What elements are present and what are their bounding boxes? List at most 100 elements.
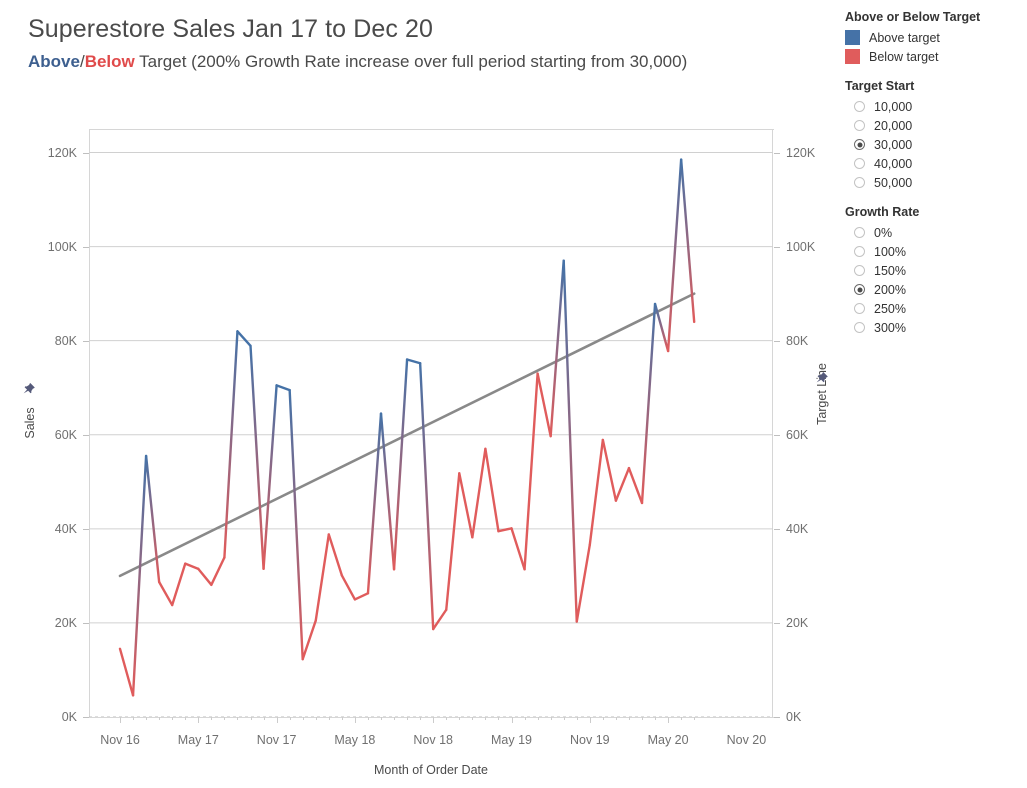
target-start-option-10000[interactable]: 10,000 — [845, 97, 1021, 116]
growth-rate-option-300[interactable]: 300% — [845, 318, 1021, 337]
radio-button-icon[interactable] — [854, 265, 865, 276]
y-axis-right-tickmark — [774, 434, 780, 436]
radio-button-icon[interactable] — [854, 246, 865, 257]
y-axis-left-label: Sales — [23, 407, 37, 439]
x-axis-tick-label: May 17 — [177, 733, 219, 747]
x-axis-tick-label: Nov 18 — [413, 733, 453, 747]
x-axis-tickmark — [550, 717, 552, 720]
x-axis-tickmark — [185, 717, 187, 720]
radio-option-label: 0% — [874, 225, 893, 240]
sales-line-segment — [445, 472, 461, 611]
y-axis-right-tick: 40K — [786, 521, 809, 536]
legend-item-above-target[interactable]: Above target — [845, 28, 1021, 47]
growth-rate-option-150[interactable]: 150% — [845, 261, 1021, 280]
growth-rate-block: Growth Rate 0% 100% 150% 200% 250% 300% — [845, 205, 1021, 337]
radio-option-label: 10,000 — [874, 99, 913, 114]
growth-rate-option-200[interactable]: 200% — [845, 280, 1021, 299]
x-axis-tickmark — [263, 717, 265, 720]
sales-line-segment — [353, 592, 370, 601]
y-axis-right-tickmark — [774, 340, 780, 342]
y-axis-left-tickmark — [83, 528, 89, 530]
x-axis-tick-label: Nov 20 — [726, 733, 767, 747]
plot-area — [89, 129, 773, 717]
sales-line-segment — [614, 466, 631, 502]
y-axis-right-tickmark — [774, 152, 780, 154]
x-axis-tickmark — [315, 717, 317, 720]
sales-line-segment — [653, 302, 670, 353]
radio-option-label: 200% — [874, 282, 906, 297]
sales-line-segment — [288, 388, 304, 661]
x-axis-tickmark — [446, 717, 448, 720]
radio-button-icon[interactable] — [854, 158, 865, 169]
x-axis-tickmark — [589, 717, 591, 723]
x-axis-tickmark — [224, 717, 226, 720]
target-start-option-40000[interactable]: 40,000 — [845, 154, 1021, 173]
x-axis-tickmark — [276, 717, 278, 723]
y-axis-left-title: Sales — [23, 407, 37, 438]
sales-line-segment — [262, 384, 278, 571]
legend-item-label: Below target — [869, 49, 939, 64]
sales-line-segment — [144, 454, 161, 584]
radio-button-icon[interactable] — [854, 101, 865, 112]
title-block: Superestore Sales Jan 17 to Dec 20 Above… — [28, 14, 818, 74]
radio-button-icon[interactable] — [854, 227, 865, 238]
target-start-option-20000[interactable]: 20,000 — [845, 116, 1021, 135]
page-subtitle: Above/Below Target (200% Growth Rate inc… — [28, 49, 788, 74]
y-axis-right-tickmark — [774, 622, 780, 624]
radio-option-label: 40,000 — [874, 156, 913, 171]
growth-rate-option-0[interactable]: 0% — [845, 223, 1021, 242]
y-axis-right-tick: 120K — [786, 145, 816, 160]
x-axis-tick-label: May 19 — [491, 733, 532, 747]
radio-button-icon[interactable] — [854, 303, 865, 314]
target-start-block: Target Start 10,000 20,000 30,000 40,000 50,… — [845, 79, 1021, 192]
radio-option-label: 150% — [874, 263, 906, 278]
target-start-option-50000[interactable]: 50,000 — [845, 173, 1021, 192]
x-axis-tickmark — [250, 717, 252, 720]
x-axis-tickmark — [602, 717, 604, 720]
sales-line-segment — [392, 358, 409, 571]
sales-line-segment — [536, 372, 552, 438]
sales-line-segment — [210, 556, 226, 587]
x-axis-tickmark — [394, 717, 396, 720]
radio-button-icon[interactable] — [854, 177, 865, 188]
x-axis-tickmark — [367, 717, 369, 720]
x-axis-tick-label: May 18 — [334, 733, 376, 747]
x-axis-tickmark — [642, 717, 643, 720]
target-start-option-30000[interactable]: 30,000 — [845, 135, 1021, 154]
growth-rate-option-250[interactable]: 250% — [845, 299, 1021, 318]
x-axis-tick-label: Nov 19 — [569, 733, 610, 747]
x-axis-tickmark — [498, 717, 500, 720]
radio-button-icon[interactable] — [854, 322, 865, 333]
y-axis-right-tickmark — [774, 717, 780, 718]
sales-line-segment — [327, 533, 344, 577]
sales-line-segment — [588, 438, 605, 547]
sales-line-segment — [301, 619, 317, 661]
x-axis-tickmark — [681, 717, 683, 720]
radio-button-icon[interactable] — [854, 139, 865, 150]
radio-button-icon[interactable] — [854, 284, 865, 295]
y-axis-right-tick: 80K — [786, 333, 809, 348]
sales-line-segment — [575, 543, 591, 623]
x-axis-tickmark — [694, 717, 696, 720]
sales-line-segment — [418, 362, 435, 631]
radio-option-label: 50,000 — [874, 175, 913, 190]
target-line — [118, 292, 696, 578]
sales-line-segment — [562, 259, 578, 623]
x-axis: Nov 16 May 17 Nov 17 May 18 Nov 18 May 19 Nov … — [89, 717, 774, 757]
sales-line-segment — [184, 562, 200, 571]
radio-button-icon[interactable] — [854, 120, 865, 131]
growth-rate-option-100[interactable]: 100% — [845, 242, 1021, 261]
x-axis-tickmark — [420, 717, 422, 720]
sales-line-segment — [497, 527, 513, 533]
sales-line-chart — [89, 152, 773, 717]
y-axis-left-tickmark — [83, 717, 89, 718]
sales-line-segment — [679, 158, 696, 324]
x-axis-tickmark — [381, 717, 382, 720]
y-axis-right-tick: 100K — [786, 239, 816, 254]
sales-line-segment — [627, 466, 644, 505]
x-axis-tickmark — [133, 717, 135, 720]
x-axis-tickmark — [563, 717, 565, 720]
x-axis-tick-label: Nov 17 — [256, 733, 297, 747]
legend-item-below-target[interactable]: Below target — [845, 47, 1021, 66]
subtitle-rest: Target (200% Growth Rate increase over f… — [134, 52, 688, 71]
